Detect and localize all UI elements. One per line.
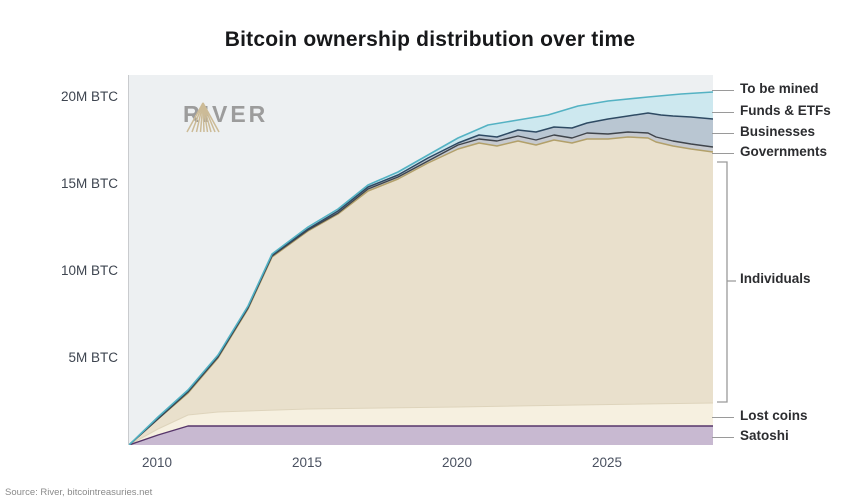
- label-businesses: Businesses: [740, 124, 816, 139]
- x-tick-2015: 2015: [291, 455, 323, 470]
- lost_top-line: [129, 402, 713, 445]
- leader-line: [712, 112, 734, 113]
- y-tick-15m: 15M BTC: [60, 176, 118, 191]
- leader-line: [712, 437, 734, 438]
- label-governments: Governments: [740, 144, 828, 159]
- funds_top-line: [129, 91, 713, 445]
- stacked-area-chart: [129, 75, 713, 445]
- label-lost-coins: Lost coins: [740, 408, 808, 423]
- label-funds-etfs: Funds & ETFs: [740, 103, 831, 118]
- river-logo: RIVER: [183, 101, 268, 133]
- lost-coins-area: [129, 403, 713, 445]
- satoshi_top-line: [129, 425, 713, 445]
- leader-line: [712, 90, 734, 91]
- label-to-be-mined: To be mined: [740, 81, 819, 96]
- plot-area: RIVER: [128, 75, 713, 445]
- x-tick-2010: 2010: [141, 455, 173, 470]
- leader-line: [712, 153, 734, 154]
- y-tick-10m: 10M BTC: [60, 263, 118, 278]
- individuals-area: [129, 137, 713, 445]
- source-note: Source: River, bitcointreasuries.net: [5, 487, 153, 498]
- label-individuals: Individuals: [740, 271, 811, 286]
- individuals-bracket: [717, 161, 736, 403]
- chart-title: Bitcoin ownership distribution over time: [224, 28, 636, 51]
- bracket-path: [717, 161, 736, 403]
- y-tick-5m: 5M BTC: [68, 350, 118, 365]
- leader-line: [712, 133, 734, 134]
- x-tick-2025: 2025: [591, 455, 623, 470]
- to-be-mined-area: [129, 75, 713, 445]
- label-satoshi: Satoshi: [740, 428, 789, 443]
- leader-line: [712, 417, 734, 418]
- y-tick-20m: 20M BTC: [60, 89, 118, 104]
- satoshi-area: [129, 426, 713, 445]
- river-logo-icon: [186, 102, 220, 133]
- x-tick-2020: 2020: [441, 455, 473, 470]
